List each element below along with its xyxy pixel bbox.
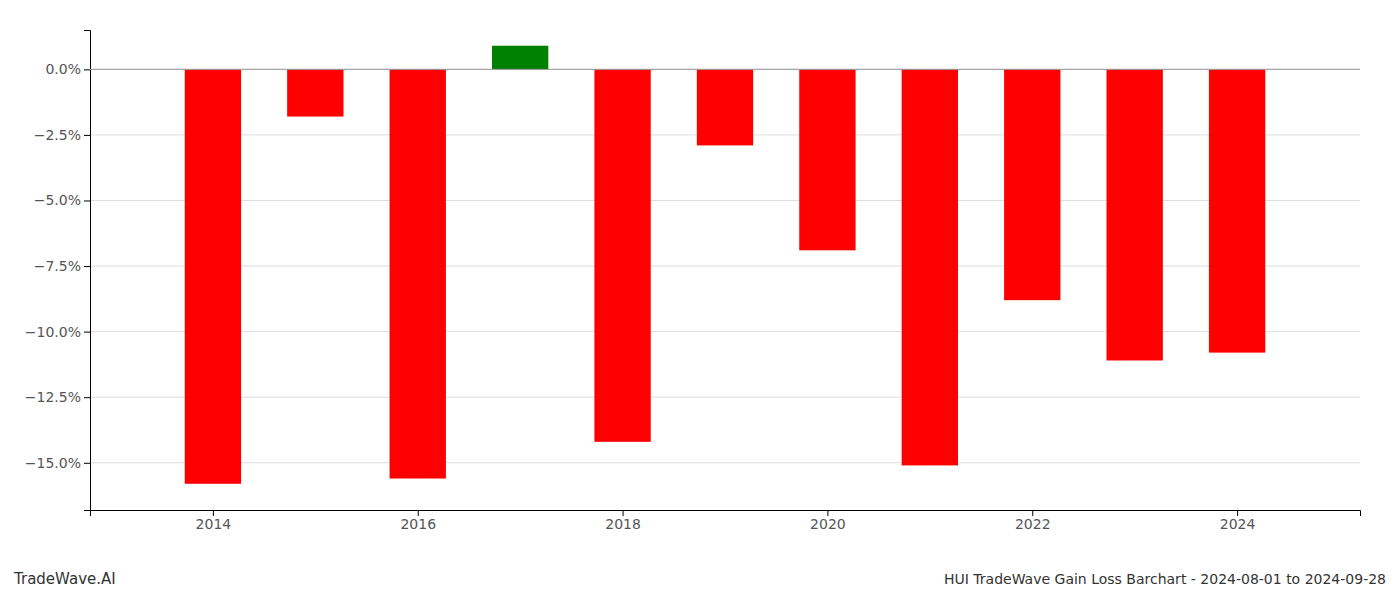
bar: [1209, 69, 1265, 352]
y-tick-label: −10.0%: [25, 324, 81, 340]
y-tick-label: −7.5%: [34, 258, 81, 274]
zero-line: [90, 69, 1360, 70]
grid-line: [90, 200, 1360, 201]
bar: [1107, 69, 1163, 360]
x-tick: 2022: [1015, 510, 1051, 532]
footer-text: TradeWave.AI: [13, 570, 116, 588]
y-tick-mark: [84, 69, 90, 70]
x-tick-label: 2020: [810, 516, 846, 532]
grid-line: [90, 266, 1360, 267]
bar: [594, 69, 650, 441]
grid-line: [90, 397, 1360, 398]
y-tick: 0.0%: [45, 61, 90, 77]
bar: [902, 69, 958, 465]
y-tick-mark: [84, 200, 90, 201]
bar: [185, 69, 241, 483]
x-tick: 2016: [400, 510, 436, 532]
bar: [492, 46, 548, 70]
y-tick-mark: [84, 463, 90, 464]
y-tick-mark: [84, 266, 90, 267]
y-tick-label: −15.0%: [25, 455, 81, 471]
grid-line: [90, 69, 1360, 70]
x-tick: 2020: [810, 510, 846, 532]
x-axis: 2014 2016 2018 2020 2022 2024: [91, 510, 1361, 532]
bar: [390, 69, 446, 478]
x-tick-label: 2024: [1220, 516, 1256, 532]
x-tick: 2018: [605, 510, 641, 532]
bar: [1004, 69, 1060, 300]
x-tick: 2014: [196, 510, 232, 532]
bar: [287, 69, 343, 116]
y-axis: 0.0% −2.5% −5.0% −7.5% −10.0% −12.5% −15.0%: [25, 31, 91, 511]
grid: [90, 69, 1360, 462]
x-tick-label: 2014: [196, 516, 232, 532]
x-tick-label: 2016: [400, 516, 436, 532]
y-tick: −12.5%: [25, 389, 90, 405]
bar: [697, 69, 753, 145]
plot-area: [185, 46, 1266, 484]
y-tick: −5.0%: [34, 192, 90, 208]
grid-line: [90, 462, 1360, 463]
y-tick-label: −12.5%: [25, 389, 81, 405]
x-tick-label: 2022: [1015, 516, 1051, 532]
x-axis-line: [91, 511, 1361, 517]
bar: [799, 69, 855, 250]
y-tick-mark: [84, 332, 90, 333]
y-tick: −10.0%: [25, 324, 90, 340]
y-tick-label: −5.0%: [34, 192, 81, 208]
x-tick: 2024: [1220, 510, 1256, 532]
x-tick-label: 2018: [605, 516, 641, 532]
title: HUI TradeWave Gain Loss Barchart - 2024-…: [944, 571, 1386, 587]
y-tick-mark: [84, 135, 90, 136]
chart: 0.0% −2.5% −5.0% −7.5% −10.0% −12.5% −15.0% 201…: [0, 0, 1400, 600]
y-axis-line: [84, 31, 91, 511]
y-tick: −2.5%: [34, 127, 90, 143]
y-tick-mark: [84, 397, 90, 398]
y-tick: −7.5%: [34, 258, 90, 274]
grid-line: [90, 331, 1360, 332]
y-tick: −15.0%: [25, 455, 90, 471]
y-tick-label: −2.5%: [34, 127, 81, 143]
y-tick-label: 0.0%: [45, 61, 81, 77]
